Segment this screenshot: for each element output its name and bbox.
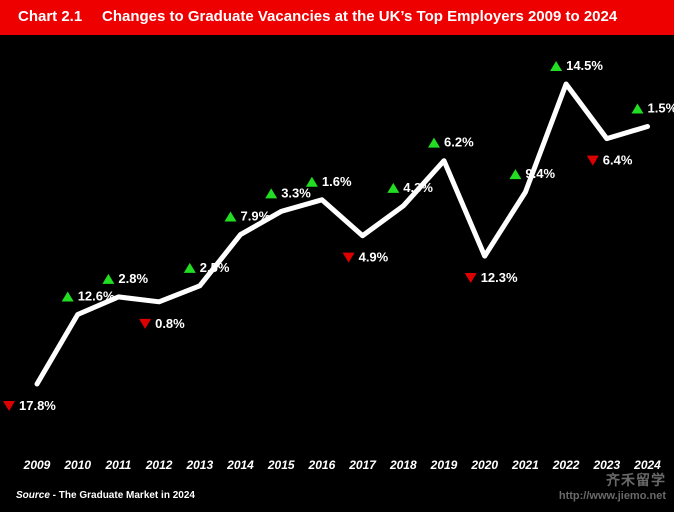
data-label: 17.8% [19,398,56,413]
x-tick-label: 2021 [511,458,539,472]
arrow-up-icon [550,61,563,71]
x-tick-label: 2013 [185,458,213,472]
data-label: 9.4% [525,166,555,181]
x-tick-label: 2015 [267,458,295,472]
x-tick-label: 2017 [348,458,377,472]
x-tick-label: 2023 [592,458,620,472]
data-label: 1.6% [322,174,352,189]
x-tick-label: 2012 [145,458,173,472]
x-tick-label: 2016 [308,458,336,472]
arrow-up-icon [305,176,318,187]
arrow-up-icon [387,182,400,193]
data-label: 3.3% [281,185,311,200]
x-tick-label: 2011 [104,458,131,472]
arrow-down-icon [464,273,477,284]
x-tick-label: 2019 [430,458,458,472]
source-prefix: Source [16,490,50,501]
arrow-down-icon [342,252,355,263]
data-label: 2.5% [200,260,230,275]
chart-number: Chart 2.1 [18,8,83,25]
x-tick-label: 2018 [389,458,417,472]
arrow-up-icon [631,103,644,114]
x-tick-label: 2009 [23,458,51,472]
data-label: 0.8% [155,316,185,331]
data-label: 4.9% [359,250,389,265]
data-label: 6.4% [603,153,633,168]
x-tick-label: 2014 [226,458,254,472]
x-tick-label: 2024 [633,458,661,472]
watermark-url: http://www.jiemo.net [558,490,666,502]
arrow-up-icon [265,188,278,199]
data-label: 12.6% [78,289,115,304]
arrow-up-icon [102,273,115,284]
data-label: 12.3% [481,270,518,285]
data-label: 1.5% [648,100,674,115]
arrow-down-icon [139,318,152,329]
watermark-logo: 齐禾留学 [606,472,666,488]
watermark: 齐禾留学 http://www.jiemo.net [559,470,666,502]
source-text: - The Graduate Market in 2024 [49,490,195,501]
arrow-down-icon [586,155,599,166]
x-tick-label: 2010 [63,458,91,472]
source-note: Source - The Graduate Market in 2024 [16,490,195,501]
arrow-up-icon [183,262,196,273]
arrow-up-icon [61,291,74,302]
x-tick-label: 2022 [552,458,580,472]
data-label: 6.2% [444,135,474,150]
arrow-up-icon [509,169,522,180]
arrow-up-icon [224,211,237,222]
data-label: 2.8% [118,271,148,286]
chart-header: Chart 2.1 Changes to Graduate Vacancies … [0,0,674,35]
data-label: 7.9% [241,209,271,224]
chart-title: Changes to Graduate Vacancies at the UK’… [102,8,618,25]
arrow-up-icon [428,137,440,148]
series-line [34,81,650,387]
arrow-down-icon [3,401,15,411]
data-label: 14.5% [566,58,603,73]
x-tick-label: 2020 [470,458,498,472]
data-label: 4.3% [403,180,433,195]
